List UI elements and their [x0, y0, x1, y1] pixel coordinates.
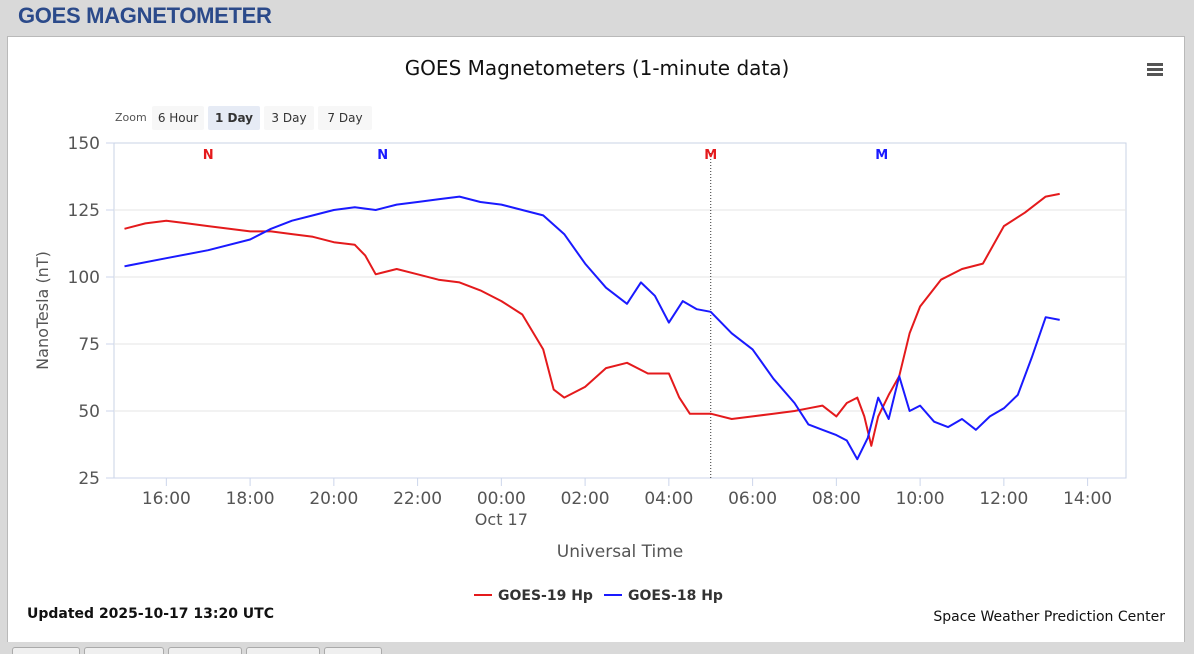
event-marker: N — [377, 148, 388, 163]
x-tick-label: 00:00 — [477, 489, 526, 509]
y-tick-label: 125 — [68, 201, 100, 221]
x-tick-label: 14:00 — [1063, 489, 1112, 509]
x-tick-label: 18:00 — [226, 489, 275, 509]
x-axis: 16:00 18:00 20:00 22:00 00:00 02:00 04:00 06:00… — [114, 477, 1126, 509]
legend: GOES-19 Hp GOES-18 Hp — [474, 588, 723, 604]
x-axis-title: Universal Time — [557, 542, 683, 562]
page-title: GOES MAGNETOMETER — [18, 3, 272, 28]
event-marker: M — [704, 148, 717, 163]
y-axis-title: NanoTesla (nT) — [33, 251, 52, 370]
zoom-button[interactable]: 3 Day — [264, 106, 314, 130]
legend-item[interactable]: GOES-18 Hp — [628, 588, 723, 604]
zoom-label: Zoom — [115, 111, 147, 124]
x-tick-label: 22:00 — [393, 489, 442, 509]
x-tick-label: 12:00 — [979, 489, 1028, 509]
y-tick-label: 150 — [68, 134, 100, 154]
updated-timestamp: Updated 2025-10-17 13:20 UTC — [27, 606, 274, 622]
chart-container: GOES Magnetometers (1-minute data) Zoom … — [7, 36, 1185, 644]
x-tick-label: 10:00 — [896, 489, 945, 509]
grid-lines — [114, 209, 1126, 412]
x-tick-label: 06:00 — [728, 489, 777, 509]
y-tick-label: 75 — [78, 335, 100, 355]
chart-svg: GOES Magnetometers (1-minute data) Zoom … — [27, 56, 1165, 625]
svg-text:3 Day: 3 Day — [271, 111, 306, 125]
svg-text:1 Day: 1 Day — [215, 111, 253, 125]
y-axis: 25 50 75 100 125 150 — [68, 134, 114, 489]
y-tick-label: 50 — [78, 402, 100, 422]
x-tick-label: 04:00 — [644, 489, 693, 509]
x-tick-label: 02:00 — [561, 489, 610, 509]
chart-title: GOES Magnetometers (1-minute data) — [405, 56, 790, 80]
y-tick-label: 25 — [78, 469, 100, 489]
x-tick-label: 08:00 — [812, 489, 861, 509]
zoom-button[interactable]: 7 Day — [318, 106, 372, 130]
menu-icon[interactable] — [1147, 63, 1163, 76]
date-label: Oct 17 — [475, 510, 528, 529]
zoom-button[interactable]: 6 Hour — [152, 106, 204, 130]
svg-text:6 Hour: 6 Hour — [158, 111, 198, 125]
zoom-button[interactable]: 1 Day — [208, 106, 260, 130]
legend-item[interactable]: GOES-19 Hp — [498, 588, 593, 604]
event-marker: N — [203, 148, 214, 163]
svg-text:7 Day: 7 Day — [327, 111, 362, 125]
x-tick-label: 16:00 — [142, 489, 191, 509]
credit-text: Space Weather Prediction Center — [933, 609, 1165, 625]
event-marker: M — [875, 148, 888, 163]
series-lines — [124, 192, 1060, 461]
series-line[interactable] — [124, 195, 1060, 461]
x-tick-label: 20:00 — [309, 489, 358, 509]
zoom-buttons: 6 Hour 1 Day 3 Day 7 Day — [152, 106, 372, 130]
bottom-strip — [0, 642, 1194, 651]
y-tick-label: 100 — [68, 268, 100, 288]
